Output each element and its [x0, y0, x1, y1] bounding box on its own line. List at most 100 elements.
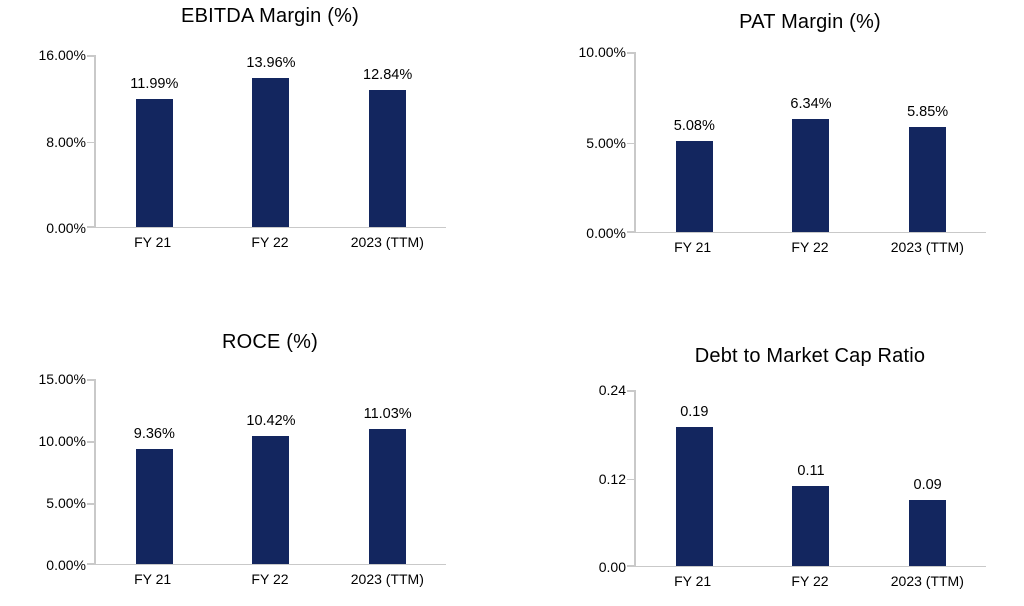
bar-slot: 9.36%	[96, 426, 213, 564]
y-tick-mark	[87, 141, 94, 143]
plot-wrap: 0.19 0.11 0.09 FY 21 FY 22 2023 (TTM)	[627, 390, 986, 589]
bar-value-label: 10.42%	[246, 413, 296, 430]
bar-slot: 5.85%	[869, 104, 986, 232]
y-tick-mark	[627, 478, 634, 480]
y-tick-label: 0.00%	[46, 220, 86, 236]
y-tick-mark	[627, 142, 634, 144]
plot-area: 9.36% 10.42% 11.03%	[87, 379, 446, 565]
chart-body: 16.00% 8.00% 0.00% 11.99% 13.96% 12.84% FY 2…	[8, 47, 460, 250]
bar-slot: 12.84%	[329, 67, 446, 227]
chart-title: ROCE (%)	[221, 331, 319, 353]
x-tick-label: 2023 (TTM)	[350, 234, 424, 250]
bar-slot: 11.03%	[329, 406, 446, 564]
y-tick-label: 10.00%	[578, 44, 626, 60]
y-axis-labels: 15.00% 10.00% 5.00% 0.00%	[8, 371, 86, 573]
bar-chart: Debt to Market Cap Ratio 0.24 0.12 0.00 0.…	[548, 344, 1000, 589]
y-tick-mark	[87, 441, 94, 443]
plot-wrap: 9.36% 10.42% 11.03% FY 21 FY 22 2023 (TTM)	[87, 379, 446, 587]
bar-slot: 13.96%	[213, 55, 330, 227]
chart-body: 0.24 0.12 0.00 0.19 0.11 0.09 FY 21 FY 22 2023…	[548, 382, 1000, 589]
x-axis-labels: FY 21 FY 22 2023 (TTM)	[634, 239, 986, 255]
bar-slot: 11.99%	[96, 76, 213, 227]
bar-slot: 5.08%	[636, 118, 753, 232]
x-tick-label: FY 22	[791, 573, 829, 589]
y-tick-label: 0.12	[598, 470, 626, 487]
x-tick-label: FY 22	[251, 571, 289, 587]
plot-area: 0.19 0.11 0.09	[627, 390, 986, 567]
x-tick-label: 2023 (TTM)	[890, 573, 964, 589]
y-tick-mark	[87, 503, 94, 505]
chart-title: EBITDA Margin (%)	[181, 5, 359, 27]
y-tick-mark	[87, 226, 94, 228]
y-tick-label: 0.00%	[586, 225, 626, 241]
bar-chart: EBITDA Margin (%) 16.00% 8.00% 0.00% 11.99…	[8, 4, 460, 250]
bar	[909, 127, 947, 232]
x-axis-labels: FY 21 FY 22 2023 (TTM)	[94, 571, 446, 587]
y-tick-label: 0.00	[598, 559, 626, 575]
bar	[369, 89, 407, 227]
y-tick-mark	[87, 55, 94, 57]
bar	[135, 449, 173, 564]
y-tick-mark	[627, 52, 634, 54]
y-axis-labels: 0.24 0.12 0.00	[548, 382, 626, 575]
bar-value-label: 5.08%	[673, 118, 715, 135]
y-tick-mark	[627, 390, 634, 392]
chart-body: 15.00% 10.00% 5.00% 0.00% 9.36% 10.42% 11.03%…	[8, 371, 460, 587]
x-tick-label: FY 22	[791, 239, 829, 255]
bar	[792, 485, 830, 566]
bar-slot: 10.42%	[213, 413, 330, 564]
x-tick-label: FY 21	[674, 573, 712, 589]
bar	[252, 436, 290, 564]
bar-slot: 0.19	[636, 404, 753, 566]
y-tick-mark	[87, 563, 94, 565]
chart-title: PAT Margin (%)	[739, 11, 881, 33]
x-tick-label: FY 21	[134, 234, 172, 250]
bar-value-label: 13.96%	[246, 54, 296, 71]
y-axis-labels: 10.00% 5.00% 0.00%	[548, 44, 626, 241]
chart-title: Debt to Market Cap Ratio	[694, 345, 926, 367]
bar	[675, 427, 713, 566]
bar-slot: 6.34%	[753, 96, 870, 232]
bar-value-label: 0.19	[680, 404, 709, 421]
x-tick-label: FY 21	[674, 239, 712, 255]
bar-chart: ROCE (%) 15.00% 10.00% 5.00% 0.00% 9.36% 10.…	[8, 330, 460, 587]
x-axis-labels: FY 21 FY 22 2023 (TTM)	[634, 573, 986, 589]
y-axis-labels: 16.00% 8.00% 0.00%	[8, 47, 86, 236]
plot-wrap: 11.99% 13.96% 12.84% FY 21 FY 22 2023 (TTM)	[87, 55, 446, 250]
y-tick-label: 5.00%	[46, 495, 86, 511]
bar-slot: 0.09	[869, 477, 986, 566]
y-tick-label: 16.00%	[38, 47, 86, 63]
bar	[369, 428, 407, 564]
y-tick-label: 0.24	[598, 382, 626, 398]
bar-value-label: 0.11	[797, 462, 825, 479]
plot-area: 11.99% 13.96% 12.84%	[87, 55, 446, 228]
x-tick-label: 2023 (TTM)	[890, 239, 964, 255]
bar-value-label: 12.84%	[363, 66, 413, 83]
x-axis-labels: FY 21 FY 22 2023 (TTM)	[94, 234, 446, 250]
x-tick-label: FY 21	[134, 571, 172, 587]
bar-slot: 0.11	[753, 463, 870, 566]
y-tick-label: 10.00%	[38, 433, 86, 449]
y-tick-label: 0.00%	[46, 557, 86, 573]
bar	[252, 77, 290, 227]
bar-value-label: 11.03%	[363, 405, 412, 422]
plot-area: 5.08% 6.34% 5.85%	[627, 52, 986, 233]
bar	[909, 500, 947, 566]
bar-value-label: 9.36%	[133, 426, 175, 443]
y-tick-mark	[627, 565, 634, 567]
x-tick-label: 2023 (TTM)	[350, 571, 424, 587]
bar	[675, 141, 713, 232]
bar-value-label: 5.85%	[907, 104, 949, 121]
bar-value-label: 0.09	[913, 477, 942, 494]
bar-chart: PAT Margin (%) 10.00% 5.00% 0.00% 5.08% 6.3…	[548, 10, 1000, 255]
chart-body: 10.00% 5.00% 0.00% 5.08% 6.34% 5.85% FY 21 FY…	[548, 44, 1000, 255]
y-tick-label: 8.00%	[46, 133, 86, 150]
bar	[792, 118, 830, 232]
y-tick-label: 15.00%	[38, 371, 86, 387]
bar-value-label: 6.34%	[790, 95, 832, 112]
bar-value-label: 11.99%	[130, 75, 179, 92]
y-tick-label: 5.00%	[586, 134, 626, 151]
y-tick-mark	[87, 379, 94, 381]
bar	[135, 98, 173, 227]
